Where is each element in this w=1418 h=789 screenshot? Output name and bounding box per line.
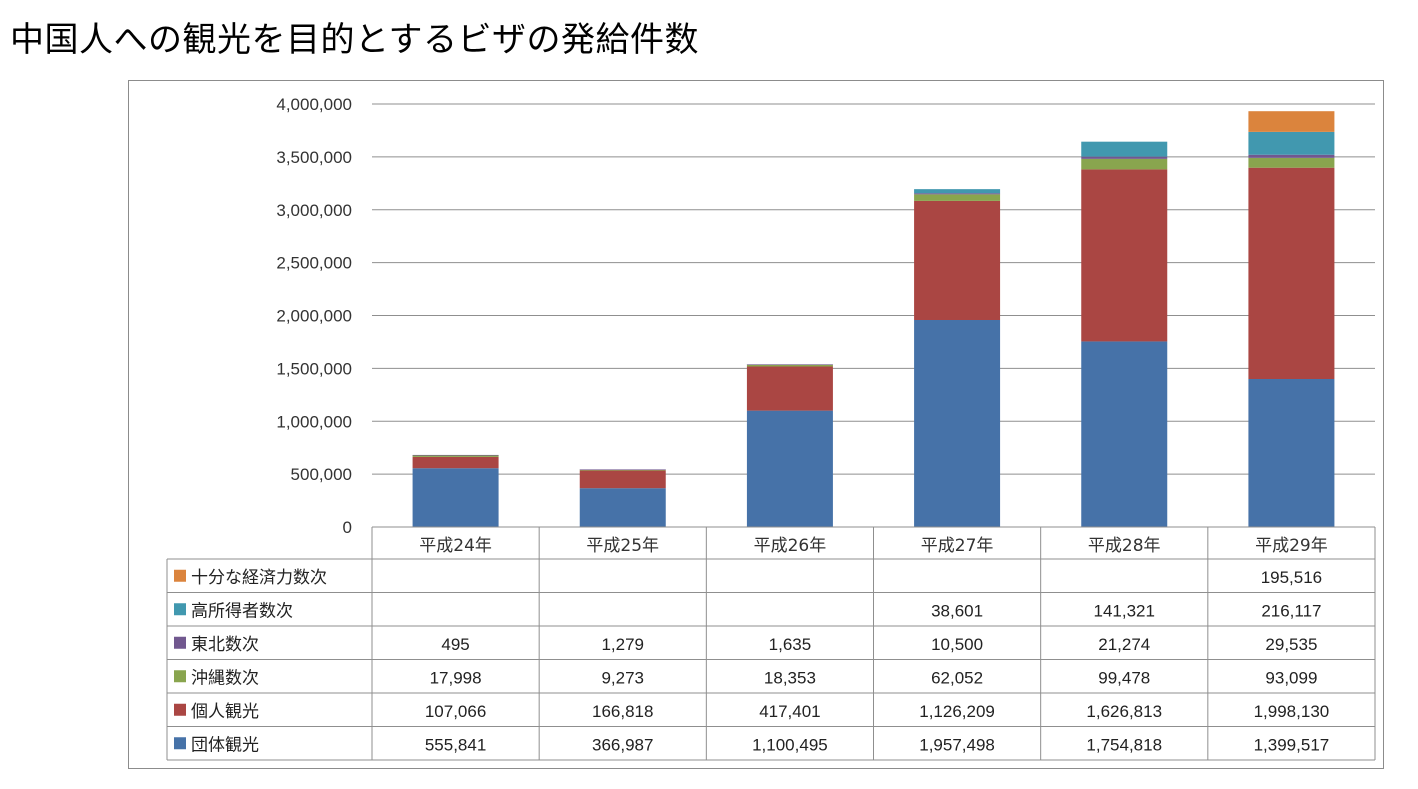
data-cell: 29,535 [1265,635,1317,654]
legend-swatch [174,670,186,683]
y-tick-label: 3,000,000 [276,201,352,220]
bar-segment [746,366,833,411]
data-cell: 99,478 [1098,668,1150,687]
data-cell: 1,635 [769,635,812,654]
y-tick-label: 1,500,000 [276,359,352,378]
data-cell: 555,841 [425,735,486,754]
category-label: 平成25年 [586,536,659,556]
data-cell: 1,100,495 [752,735,828,754]
data-cell: 366,987 [592,735,653,754]
bar-segment [579,469,666,471]
bar-segment [579,488,666,527]
data-cell: 141,321 [1094,601,1155,620]
data-cell: 1,626,813 [1086,702,1162,721]
grid-lines [372,103,1375,528]
data-cell: 38,601 [931,601,983,620]
data-cell: 1,998,130 [1254,702,1330,721]
y-tick-label: 0 [343,518,352,537]
bar-segment [746,410,833,527]
data-cell: 1,279 [601,635,644,654]
legend-label: 団体観光 [191,735,259,755]
data-cell: 93,099 [1265,668,1317,687]
bar-segment [914,193,1001,195]
data-cell: 18,353 [764,668,816,687]
data-cell: 1,957,498 [919,735,995,754]
bar-segment [914,189,1001,194]
data-cell: 166,818 [592,702,653,721]
bar-segment [914,200,1001,320]
data-cell: 21,274 [1098,635,1150,654]
bar-segment [1248,157,1335,168]
legend-swatch [174,703,186,716]
data-cell: 17,998 [430,668,482,687]
data-cell: 195,516 [1261,568,1322,587]
y-tick-label: 2,000,000 [276,307,352,326]
bar-segment [1081,341,1168,527]
category-label: 平成26年 [754,536,827,556]
bar-segment [746,364,833,365]
bar-segment [1081,158,1168,170]
y-tick-label: 3,500,000 [276,148,352,167]
data-cell: 495 [441,635,469,654]
chart-frame: 0 500,000 1,000,000 1,500,000 2,000,000 2,500… [128,80,1384,769]
category-label: 平成29年 [1255,536,1328,556]
bar-segment [1248,379,1335,527]
bar-segment [1081,156,1168,159]
legend-swatch [174,569,186,582]
legend-label: 沖縄数次 [191,668,259,688]
bar-segment [746,364,833,367]
bar-segment [914,194,1001,201]
bar-segment [1248,111,1335,132]
bar-segment [579,470,666,489]
y-tick-label: 1,000,000 [276,412,352,431]
stacked-bar-chart: 0 500,000 1,000,000 1,500,000 2,000,000 2,500… [166,95,1376,761]
data-cell: 62,052 [931,668,983,687]
bar-segment [1081,141,1168,157]
bar-segment [412,456,499,469]
data-cell: 1,754,818 [1086,735,1162,754]
bars [412,111,1335,527]
category-label: 平成27年 [921,536,994,556]
data-cell: 1,126,209 [919,702,995,721]
y-tick-label: 500,000 [291,465,352,484]
bar-segment [579,469,666,471]
y-axis-ticks: 0 500,000 1,000,000 1,500,000 2,000,000 2,500… [276,95,352,537]
legend-label: 十分な経済力数次 [191,568,327,588]
bar-segment [412,468,499,527]
legend-label: 東北数次 [191,635,259,655]
page-title: 中国人への観光を目的とするビザの発給件数 [10,20,699,60]
data-cell: 9,273 [601,668,644,687]
y-tick-label: 4,000,000 [276,95,352,114]
y-tick-label: 2,500,000 [276,254,352,273]
legend-swatch [174,603,186,616]
category-label: 平成24年 [419,536,492,556]
legend-swatch [174,636,186,649]
bar-segment [1248,154,1335,158]
bar-segment [1248,167,1335,380]
data-cell: 216,117 [1261,601,1321,620]
legend-label: 高所得者数次 [191,601,293,621]
bar-segment [412,454,499,456]
bar-segment [914,319,1001,527]
data-cell: 10,500 [931,635,983,654]
category-label: 平成28年 [1088,536,1161,556]
data-cell: 417,401 [759,702,820,721]
legend-swatch [174,737,186,750]
data-cell: 1,399,517 [1254,735,1330,754]
bar-segment [412,454,499,457]
data-cell: 107,066 [425,702,486,721]
bar-segment [1248,131,1335,155]
legend-label: 個人観光 [191,702,259,722]
bar-segment [1081,169,1168,342]
